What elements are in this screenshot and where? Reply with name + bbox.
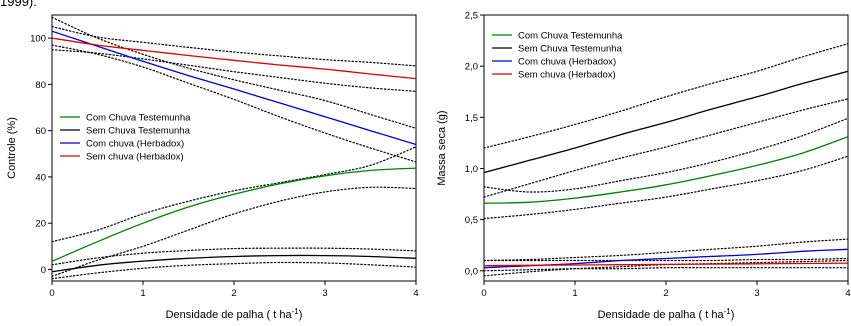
legend-label: Com chuva (Herbadox)	[86, 139, 184, 150]
ci-upper-line	[484, 257, 848, 262]
legend-label: Com Chuva Testemunha	[86, 113, 191, 124]
y-tick-label: 2,0	[465, 62, 478, 73]
series-line	[484, 262, 848, 267]
x-tick-label: 1	[140, 288, 145, 299]
ci-lower-line	[484, 155, 848, 220]
legend-label: Com chuva (Herbadox)	[518, 57, 616, 68]
ci-upper-line	[52, 26, 416, 67]
x-tick-label: 1	[572, 288, 577, 299]
y-tick-label: 80	[35, 80, 46, 91]
y-tick-label: 20	[35, 219, 46, 230]
legend: Com Chuva Testemunha Sem Chuva Testemunha…	[60, 113, 191, 163]
plot-frame	[483, 14, 849, 282]
ci-lower-line	[52, 186, 416, 277]
legend-label: Sem chuva (Herbadox)	[86, 152, 184, 163]
x-axis-label: Densidade de palha ( t ha-1)	[166, 307, 303, 321]
legend-label: Sem Chuva Testemunha	[86, 126, 191, 137]
y-tick-label: 1,5	[465, 113, 478, 124]
x-tick-label: 3	[754, 288, 759, 299]
series-line	[484, 136, 848, 204]
y-axis-label: Controle (%)	[6, 117, 18, 179]
x-tick-label: 2	[231, 288, 236, 299]
series-layer	[52, 16, 416, 280]
ci-lower-line	[484, 98, 848, 198]
ci-upper-line	[484, 43, 848, 149]
legend: Com Chuva Testemunha Sem Chuva Testemunha…	[492, 31, 623, 81]
series-line	[52, 30, 416, 146]
ci-lower-line	[52, 49, 416, 92]
x-tick-label: 2	[663, 288, 668, 299]
y-tick-label: 0,0	[465, 266, 478, 277]
series-line	[52, 167, 416, 262]
caption-fragment: 1999).	[0, 0, 37, 9]
series-layer	[484, 43, 848, 277]
y-tick-label: 100	[30, 34, 46, 45]
series-line	[484, 70, 848, 174]
ci-upper-line	[52, 247, 416, 266]
ci-upper-line	[52, 16, 416, 129]
x-tick-label: 3	[322, 288, 327, 299]
y-tick-label: 40	[35, 172, 46, 183]
series-line	[52, 254, 416, 273]
ci-upper-line	[484, 238, 848, 262]
legend-label: Sem Chuva Testemunha	[518, 44, 623, 55]
ci-lower-line	[52, 261, 416, 280]
ci-lower-line	[484, 259, 848, 277]
y-tick-label: 1,0	[465, 164, 478, 175]
controle-chart: 0 20 40 60 80 100 0 1 2 3 4 Controle (%) Densidade d…	[6, 14, 419, 321]
y-tick-label: 0,5	[465, 215, 478, 226]
y-tick-label: 0	[41, 265, 46, 276]
x-tick-label: 4	[845, 288, 850, 299]
x-tick-label: 4	[413, 288, 418, 299]
legend-label: Com Chuva Testemunha	[518, 31, 623, 42]
y-tick-label: 2,5	[465, 11, 478, 22]
x-axis-label: Densidade de palha ( t ha-1)	[598, 307, 735, 321]
legend-label: Sem chuva (Herbadox)	[518, 70, 616, 81]
y-axis-label: Massa seca (g)	[436, 110, 448, 185]
y-tick-label: 60	[35, 126, 46, 137]
x-tick-label: 0	[49, 288, 54, 299]
series-line	[52, 37, 416, 80]
ci-upper-line	[484, 117, 848, 193]
ci-upper-line	[52, 146, 416, 243]
ci-lower-line	[484, 267, 848, 272]
ci-lower-line	[52, 44, 416, 163]
x-tick-label: 0	[481, 288, 486, 299]
massa-seca-chart: 0,0 0,5 1,0 1,5 2,0 2,5 0 1 2 3 4 Massa seca (g) Den…	[436, 11, 851, 322]
